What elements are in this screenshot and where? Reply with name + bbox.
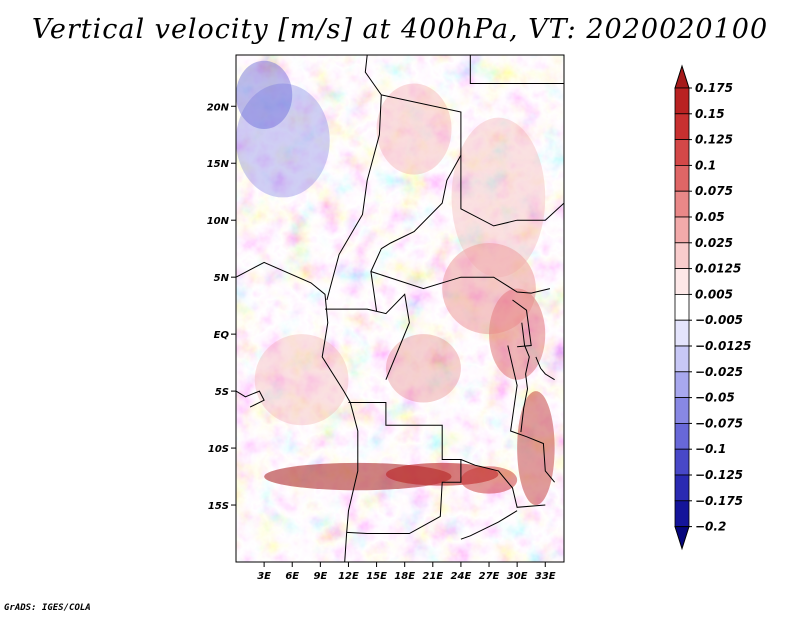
field-anomaly <box>451 117 546 278</box>
country-border <box>535 356 555 381</box>
colorbar-bottom-arrow <box>674 526 690 551</box>
field-anomaly <box>385 334 461 403</box>
colorbar-swatch <box>674 190 690 218</box>
colorbar-swatch <box>674 448 690 476</box>
country-border <box>507 345 555 483</box>
field-anomaly <box>376 83 452 175</box>
colorbar-label: 0.0125 <box>695 262 741 276</box>
colorbar-swatch <box>674 87 690 115</box>
x-tick-label: 24E <box>451 571 472 582</box>
colorbar-label: 0.15 <box>695 107 725 121</box>
country-border <box>460 510 518 540</box>
field-anomaly <box>489 288 546 380</box>
colorbar-label: −0.005 <box>695 313 743 327</box>
country-border <box>512 299 532 348</box>
x-tick-label: 15E <box>366 571 387 582</box>
colorbar-label: −0.05 <box>695 391 735 405</box>
colorbar-swatch <box>674 242 690 270</box>
colorbar-label: 0.025 <box>695 236 733 250</box>
colorbar-swatch <box>674 139 690 166</box>
colorbar-label: −0.075 <box>695 416 743 430</box>
x-tick-label: 9E <box>313 571 327 582</box>
colorbar-label: −0.2 <box>695 520 726 534</box>
x-tick-label: 27E <box>479 571 500 582</box>
country-border <box>370 94 462 312</box>
colorbar-label: −0.175 <box>695 494 743 508</box>
field-anomaly <box>254 334 349 426</box>
country-border <box>346 402 462 534</box>
colorbar-label: −0.025 <box>695 365 743 379</box>
x-tick-label: 18E <box>394 571 415 582</box>
colorbar-swatch <box>674 216 690 244</box>
y-tick-label: 5S <box>215 387 229 398</box>
field-anomaly <box>517 391 555 506</box>
colorbar-swatch <box>674 293 690 321</box>
x-tick-label: 3E <box>257 571 271 582</box>
y-tick-label: 10N <box>207 216 230 227</box>
map-frame <box>235 54 565 563</box>
x-tick-label: 21E <box>422 571 443 582</box>
colorbar-label: 0.005 <box>695 287 733 301</box>
chart-title: Vertical velocity [m/s] at 400hPa, VT: 2… <box>31 14 769 45</box>
x-tick-label: 12E <box>338 571 359 582</box>
country-border <box>520 322 530 433</box>
colorbar-top-arrow <box>674 64 690 89</box>
x-tick-label: 30E <box>507 571 528 582</box>
y-tick-label: EQ <box>214 330 230 341</box>
colorbar-label: 0.175 <box>695 81 733 95</box>
y-tick-label: 10S <box>208 444 229 455</box>
colorbar-swatch <box>674 345 690 373</box>
colorbar-swatch <box>674 397 690 424</box>
y-tick-label: 15S <box>208 501 229 512</box>
x-tick-label: 33E <box>535 571 556 582</box>
country-border <box>460 155 564 227</box>
map-area <box>235 54 565 563</box>
x-tick-label: 6E <box>285 571 299 582</box>
country-border <box>326 55 382 301</box>
y-tick-label: 20N <box>207 102 230 113</box>
colorbar-label: 0.125 <box>695 133 733 147</box>
y-tick-label: 15N <box>207 159 230 170</box>
colorbar-label: 0.1 <box>695 158 716 172</box>
field-anomaly <box>236 60 293 130</box>
colorbar-swatch <box>674 268 690 295</box>
country-border <box>370 271 551 294</box>
colorbar-swatch <box>674 422 690 450</box>
field-anomaly <box>236 83 330 198</box>
country-border <box>236 261 359 562</box>
colorbar-swatch <box>674 164 690 192</box>
country-border <box>236 390 265 408</box>
colorbar-swatch <box>674 113 690 141</box>
colorbar-label: −0.0125 <box>695 339 751 353</box>
country-border <box>325 293 410 380</box>
country-border <box>469 55 564 84</box>
colorbar-label: 0.05 <box>695 210 725 224</box>
colorbar-swatch <box>674 371 690 398</box>
grads-credit: GrADS: IGES/COLA <box>4 603 91 613</box>
country-border <box>460 459 546 508</box>
colorbar-swatch <box>674 474 690 502</box>
colorbar-label: 0.075 <box>695 184 733 198</box>
field-anomaly <box>460 466 518 494</box>
y-tick-label: 5N <box>214 273 230 284</box>
colorbar-swatch <box>674 319 690 347</box>
colorbar-swatch <box>674 500 690 527</box>
colorbar-label: −0.1 <box>695 442 726 456</box>
colorbar-label: −0.125 <box>695 468 743 482</box>
field-anomaly <box>442 242 536 335</box>
